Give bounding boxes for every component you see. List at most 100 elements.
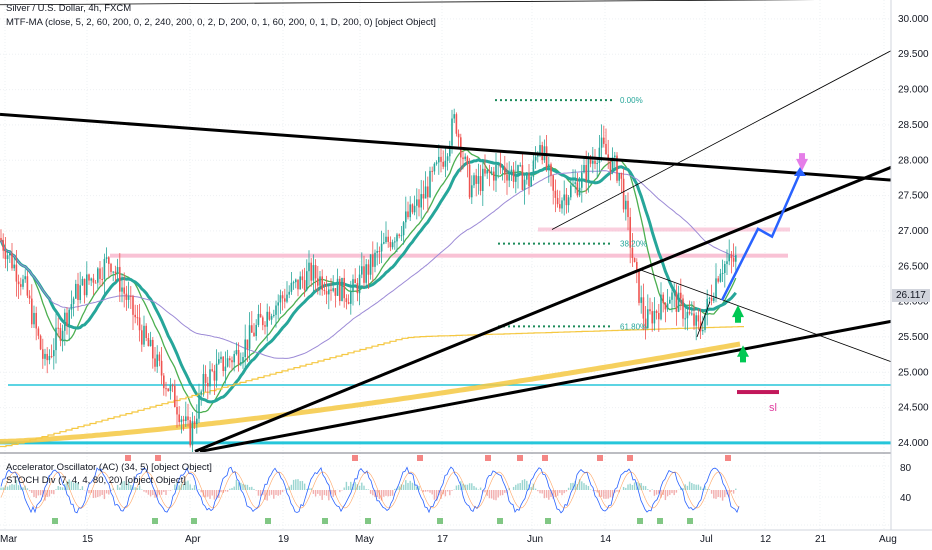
- ac-bar: [666, 490, 669, 497]
- candle-body: [92, 278, 95, 283]
- candle-body: [422, 194, 425, 199]
- price-tick-label: 28.500: [898, 120, 929, 131]
- ac-bar: [328, 490, 330, 501]
- ac-bar: [253, 488, 255, 490]
- candle-body: [688, 311, 691, 314]
- ac-bar: [257, 490, 260, 496]
- candle-body: [565, 194, 568, 206]
- projection-arrowhead: [794, 166, 806, 176]
- candle-body: [473, 175, 475, 186]
- candle-body: [17, 281, 20, 285]
- ac-bar: [213, 490, 216, 500]
- candle-body: [121, 287, 123, 292]
- ac-bar: [724, 490, 726, 498]
- candle-body: [455, 114, 458, 134]
- candle-body: [28, 295, 31, 299]
- ac-bar: [277, 490, 279, 496]
- ac-bar: [235, 479, 238, 490]
- candle-body: [660, 294, 662, 320]
- candle-body: [468, 164, 471, 198]
- candle-body: [279, 295, 282, 303]
- ac-bar: [20, 486, 22, 490]
- ac-bar: [671, 490, 673, 494]
- ac-bar: [669, 490, 671, 495]
- candle-body: [336, 278, 339, 296]
- price-axis: 30.000 29.500 29.000 28.500 28.000 27.500 27.0…: [890, 0, 929, 530]
- ac-bar: [468, 483, 471, 490]
- candle-body: [22, 279, 24, 287]
- candle-body: [114, 271, 117, 274]
- candle-body: [638, 271, 640, 303]
- ac-bar: [398, 486, 400, 490]
- ac-bar: [530, 487, 532, 490]
- candle-body: [37, 328, 40, 336]
- candle-body: [411, 204, 414, 213]
- stoch-marker-bottom: [152, 518, 158, 524]
- ac-bar: [297, 479, 299, 490]
- candle-body: [416, 199, 418, 206]
- candle-body: [193, 421, 196, 425]
- oscillator-panel: [0, 455, 891, 526]
- candle-body: [567, 197, 570, 206]
- ac-bar: [728, 490, 730, 498]
- time-tick-label: Mar: [0, 534, 18, 545]
- candle-body: [585, 165, 587, 181]
- ac-bar: [57, 485, 59, 490]
- ac-bar: [475, 487, 477, 490]
- ac-bar: [490, 490, 493, 499]
- ac-bar: [165, 490, 167, 496]
- candle-body: [479, 176, 482, 191]
- candle-body: [182, 419, 185, 421]
- candle-body: [81, 278, 84, 286]
- candle-body: [519, 165, 521, 167]
- candle-body: [735, 255, 737, 262]
- candle-body: [147, 338, 150, 347]
- ac-bar: [545, 490, 548, 498]
- candle-body: [119, 267, 121, 292]
- candle-body: [262, 317, 264, 326]
- candle-body: [68, 309, 70, 326]
- ac-bar: [255, 490, 257, 491]
- candle-body: [341, 277, 343, 302]
- stoch-marker-bottom: [52, 518, 58, 524]
- ac-bar: [684, 484, 686, 490]
- candle-body: [9, 253, 11, 256]
- ac-bar: [295, 479, 297, 490]
- candle-body: [26, 276, 29, 296]
- price-tick-label: 26.500: [898, 261, 929, 272]
- candle-body: [380, 243, 383, 252]
- candle-body: [90, 278, 92, 281]
- ac-bar: [713, 490, 715, 499]
- candle-body: [33, 312, 35, 325]
- candle-body: [706, 298, 708, 315]
- ac-bar: [246, 484, 249, 490]
- candle-body: [510, 169, 513, 175]
- ac-bar: [163, 490, 165, 492]
- ac-bar: [433, 490, 436, 500]
- candle-body: [325, 291, 328, 295]
- candle-body: [46, 353, 48, 361]
- candle-body: [642, 297, 645, 319]
- candle-body: [31, 298, 33, 325]
- candle-body: [288, 291, 290, 295]
- candle-body: [387, 236, 389, 242]
- ac-bar: [534, 488, 537, 490]
- ac-bar: [193, 485, 196, 490]
- ac-bar: [695, 484, 697, 490]
- ac-bar: [550, 490, 552, 497]
- candle-body: [493, 171, 495, 181]
- candle-body: [405, 211, 407, 223]
- candle-body: [312, 265, 315, 281]
- candle-body: [504, 166, 506, 175]
- ac-bar: [367, 489, 370, 490]
- ac-bar: [127, 481, 130, 490]
- ac-bar: [653, 490, 656, 496]
- ac-bar: [702, 488, 704, 490]
- ac-bar: [334, 490, 337, 496]
- ac-bar: [440, 490, 442, 499]
- candle-body: [389, 241, 392, 248]
- candle-body: [171, 385, 174, 387]
- ac-bar: [552, 490, 554, 499]
- ma-gold-step-line: [0, 326, 744, 448]
